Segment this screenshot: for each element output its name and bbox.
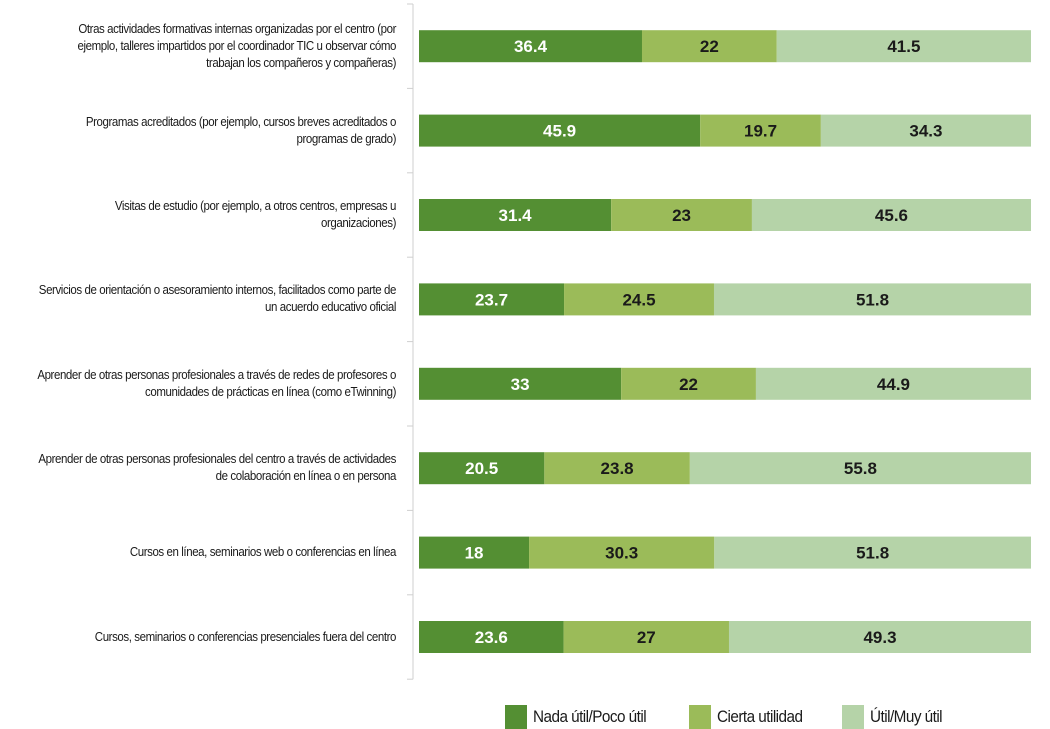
legend-label: Nada útil/Poco útil [533,707,647,726]
category-label: Programas acreditados (por ejemplo, curs… [85,114,397,146]
data-label: 24.5 [622,290,655,309]
data-label: 33 [511,375,530,394]
bar-segment [564,283,714,316]
data-label: 31.4 [499,206,533,225]
category-label: Otras actividades formativas internas or… [77,21,397,70]
bar-segment [544,452,690,485]
bar-segment [689,452,1031,485]
data-label: 34.3 [909,122,942,141]
bar-segment [419,621,564,653]
data-label: 49.3 [863,628,896,647]
category-label: Servicios de orientación o asesoramiento… [38,283,397,315]
category-label: Aprender de otras personas profesionales… [37,367,397,399]
bar-segment [529,536,715,569]
bar-segment [419,114,701,147]
bar-segment [776,30,1031,63]
category-label: Visitas de estudio (por ejemplo, a otros… [114,199,397,230]
legend: Nada útil/Poco útil Cierta utilidad Útil… [505,705,980,729]
category-label: Cursos en línea, seminarios web o confer… [129,545,397,560]
data-label: 23.6 [475,628,508,647]
data-label: 19.7 [744,122,777,141]
bar-segment [419,283,565,316]
bars: 36.4 22 41.5 45.9 19.7 34.3 31.4 23 45.6 23.7 24.5… [419,30,1031,653]
bar-segment [700,114,821,147]
bar-segment [419,30,642,63]
bar-segment [755,367,1031,400]
legend-swatch [505,705,527,729]
data-label: 22 [679,375,698,394]
bar-segment [563,621,729,653]
data-label: 23.8 [601,459,634,478]
category-label: Cursos, seminarios o conferencias presen… [94,629,397,644]
data-label: 23 [672,206,691,225]
bar-segment [641,30,777,63]
data-label: 45.9 [543,122,576,141]
legend-label: Útil/Muy útil [869,707,943,726]
bar-segment [611,199,752,231]
legend-swatch [688,705,711,729]
legend-item-nada-util: Nada útil/Poco útil [505,705,659,729]
legend-item-util-muy-util: Útil/Muy útil [841,705,950,729]
data-label: 30.3 [605,544,638,563]
legend-label: Cierta utilidad [716,707,803,726]
bar-segment [419,452,545,485]
data-label: 36.4 [514,37,548,56]
data-label: 55.8 [844,459,877,478]
bar-segment [419,367,622,400]
legend-swatch [841,705,864,729]
bar-segment [728,621,1031,653]
data-label: 23.7 [475,290,508,309]
data-label: 27 [637,628,656,647]
category-label: Aprender de otras personas profesionales… [38,452,397,484]
data-label: 18 [465,544,484,563]
data-label: 44.9 [877,375,910,394]
data-label: 20.5 [465,459,498,478]
data-label: 51.8 [856,544,889,563]
bar-segment [714,536,1031,569]
data-label: 41.5 [887,37,920,56]
legend-item-cierta-utilidad: Cierta utilidad [688,705,812,729]
bar-segment [419,536,530,569]
bar-segment [713,283,1031,316]
data-label: 45.6 [875,206,908,225]
bar-segment [621,367,756,400]
bar-segment [751,199,1031,231]
data-label: 51.8 [856,290,889,309]
category-axis [407,3,414,680]
bar-segment [419,199,612,231]
bar-segment [820,114,1031,147]
data-label: 22 [700,37,719,56]
